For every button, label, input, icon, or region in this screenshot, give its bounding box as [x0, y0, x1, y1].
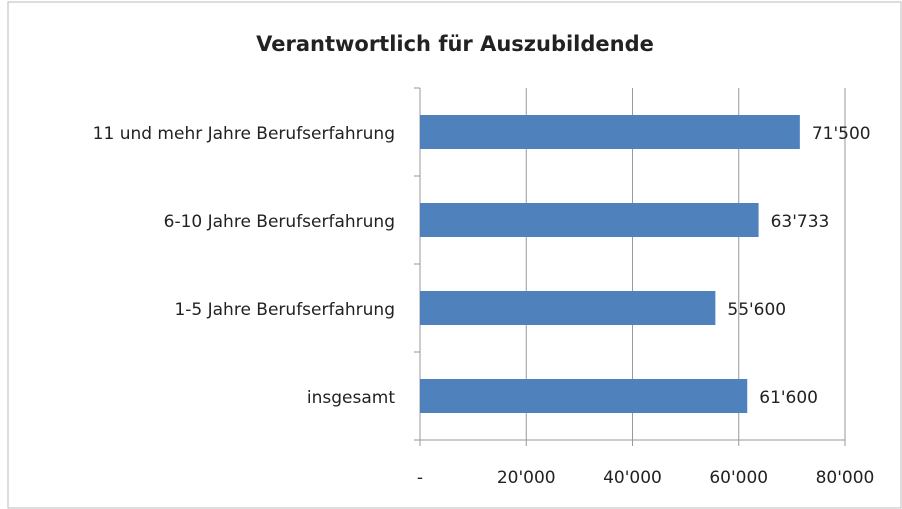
- value-label: 55'600: [727, 300, 786, 320]
- y-tick-label: 1-5 Jahre Berufserfahrung: [174, 300, 395, 320]
- value-label: 61'600: [759, 388, 818, 408]
- bar: [420, 291, 716, 325]
- value-label: 71'500: [812, 124, 871, 144]
- y-tick-label: insgesamt: [307, 388, 395, 408]
- y-tick-label: 6-10 Jahre Berufserfahrung: [164, 212, 395, 232]
- y-tick-label: 11 und mehr Jahre Berufserfahrung: [93, 124, 395, 144]
- value-label: 63'733: [771, 212, 830, 232]
- x-tick-label: 20'000: [497, 468, 556, 488]
- x-tick-label: -: [417, 468, 423, 488]
- x-tick-label: 60'000: [709, 468, 768, 488]
- chart-frame: [7, 1, 902, 509]
- bar: [420, 115, 800, 149]
- bar: [420, 203, 759, 237]
- chart-title: Verantwortlich für Auszubildende: [256, 32, 654, 56]
- x-tick-label: 40'000: [603, 468, 662, 488]
- bar: [420, 379, 748, 413]
- x-tick-label: 80'000: [816, 468, 875, 488]
